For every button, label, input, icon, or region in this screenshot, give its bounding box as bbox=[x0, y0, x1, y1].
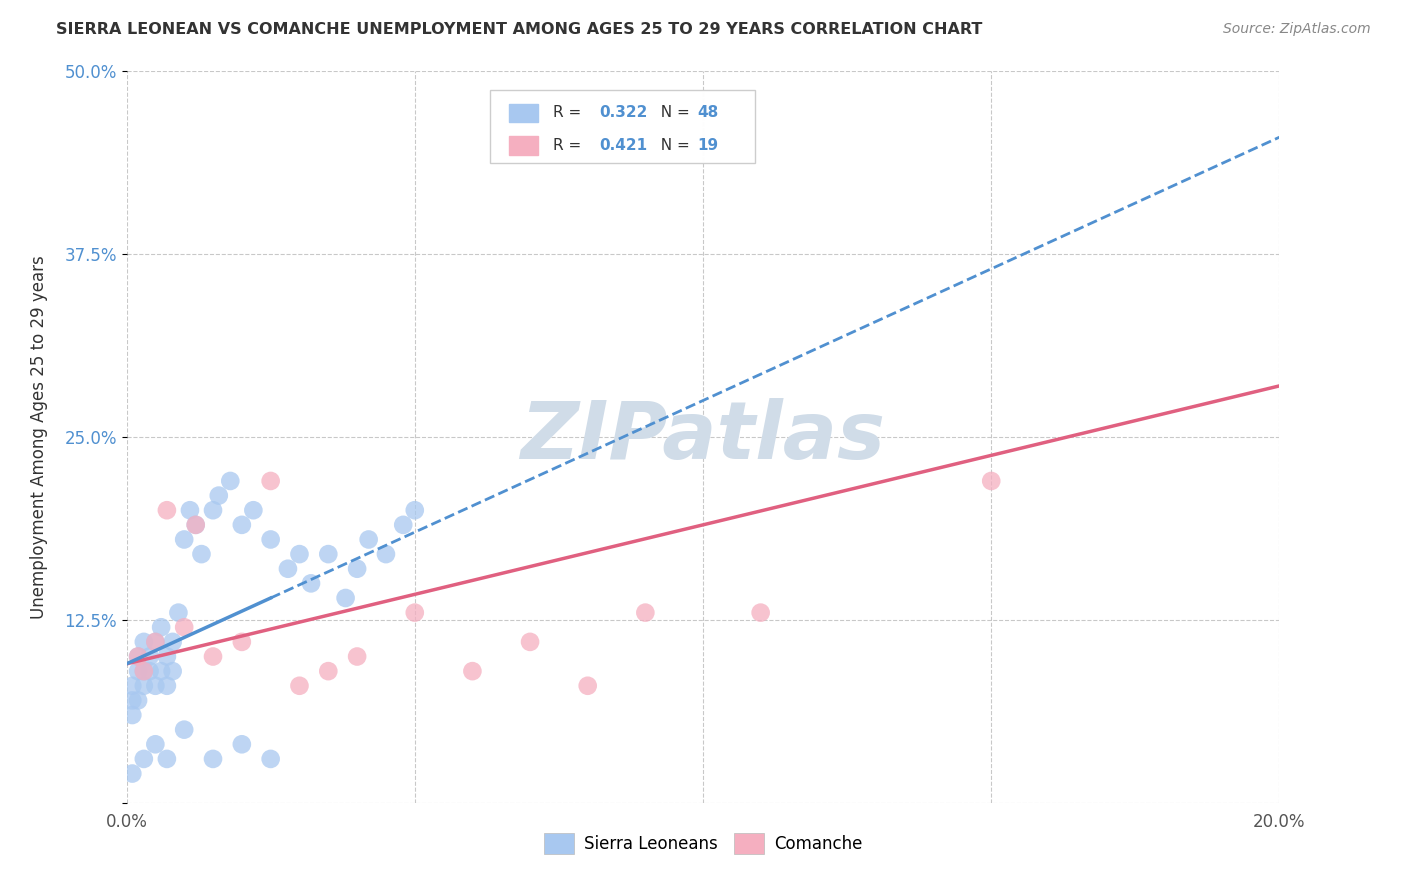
Point bbox=[299, 576, 322, 591]
Point bbox=[392, 517, 415, 532]
Point bbox=[749, 606, 772, 620]
Text: Source: ZipAtlas.com: Source: ZipAtlas.com bbox=[1223, 22, 1371, 37]
Point bbox=[404, 606, 426, 620]
Point bbox=[145, 635, 166, 649]
Point bbox=[231, 517, 253, 532]
Point bbox=[404, 503, 426, 517]
Text: R =: R = bbox=[553, 105, 586, 120]
Text: 19: 19 bbox=[697, 137, 718, 153]
Point bbox=[318, 664, 340, 678]
Point bbox=[145, 635, 166, 649]
Legend: Sierra Leoneans, Comanche: Sierra Leoneans, Comanche bbox=[537, 827, 869, 860]
Text: N =: N = bbox=[651, 105, 695, 120]
Y-axis label: Unemployment Among Ages 25 to 29 years: Unemployment Among Ages 25 to 29 years bbox=[30, 255, 48, 619]
Point bbox=[127, 693, 149, 707]
Point bbox=[156, 649, 179, 664]
Point bbox=[231, 635, 253, 649]
Point bbox=[231, 737, 253, 751]
Point bbox=[173, 533, 195, 547]
Point bbox=[138, 649, 160, 664]
Point bbox=[242, 503, 264, 517]
Point bbox=[121, 693, 143, 707]
Point bbox=[132, 664, 155, 678]
Point bbox=[259, 752, 281, 766]
Point bbox=[318, 547, 340, 561]
Point bbox=[150, 664, 173, 678]
Point bbox=[346, 562, 368, 576]
Point bbox=[179, 503, 201, 517]
Point bbox=[288, 679, 311, 693]
Point bbox=[288, 547, 311, 561]
Point bbox=[162, 664, 184, 678]
Point bbox=[138, 664, 160, 678]
Point bbox=[357, 533, 380, 547]
Point bbox=[202, 649, 225, 664]
Point bbox=[259, 533, 281, 547]
Text: R =: R = bbox=[553, 137, 586, 153]
Point bbox=[132, 679, 155, 693]
Point bbox=[208, 489, 231, 503]
Point bbox=[145, 679, 166, 693]
Point bbox=[156, 679, 179, 693]
Point bbox=[634, 606, 657, 620]
Point bbox=[145, 737, 166, 751]
Point bbox=[156, 752, 179, 766]
Point bbox=[184, 517, 207, 532]
Text: 0.421: 0.421 bbox=[599, 137, 647, 153]
Text: 48: 48 bbox=[697, 105, 718, 120]
Point bbox=[156, 503, 179, 517]
Point bbox=[127, 664, 149, 678]
Point bbox=[277, 562, 299, 576]
Point bbox=[519, 635, 541, 649]
Point bbox=[173, 620, 195, 634]
Point bbox=[173, 723, 195, 737]
Point bbox=[167, 606, 190, 620]
Point bbox=[259, 474, 281, 488]
Point bbox=[461, 664, 484, 678]
Text: ZIPatlas: ZIPatlas bbox=[520, 398, 886, 476]
Point bbox=[576, 679, 599, 693]
Bar bbox=[509, 103, 538, 122]
Text: 0.322: 0.322 bbox=[599, 105, 648, 120]
Point bbox=[335, 591, 357, 605]
Point bbox=[150, 620, 173, 634]
Point bbox=[202, 503, 225, 517]
FancyBboxPatch shape bbox=[489, 90, 755, 163]
Point bbox=[127, 649, 149, 664]
Point bbox=[132, 635, 155, 649]
Point bbox=[121, 766, 143, 780]
Point bbox=[121, 708, 143, 723]
Point bbox=[374, 547, 398, 561]
Point bbox=[219, 474, 242, 488]
Text: N =: N = bbox=[651, 137, 695, 153]
Point bbox=[190, 547, 212, 561]
Point bbox=[980, 474, 1002, 488]
Point bbox=[121, 679, 143, 693]
Text: SIERRA LEONEAN VS COMANCHE UNEMPLOYMENT AMONG AGES 25 TO 29 YEARS CORRELATION CH: SIERRA LEONEAN VS COMANCHE UNEMPLOYMENT … bbox=[56, 22, 983, 37]
Point bbox=[346, 649, 368, 664]
Point bbox=[184, 517, 207, 532]
Point bbox=[132, 752, 155, 766]
Point bbox=[202, 752, 225, 766]
Point bbox=[127, 649, 149, 664]
Point bbox=[162, 635, 184, 649]
Point bbox=[132, 664, 155, 678]
Bar bbox=[509, 136, 538, 154]
